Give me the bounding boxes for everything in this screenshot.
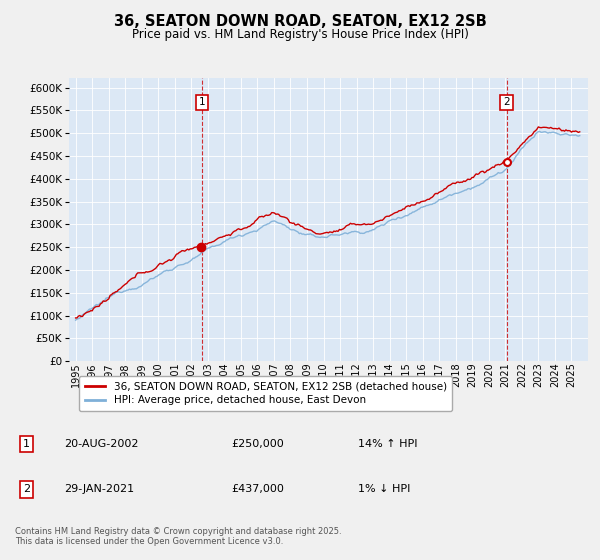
Text: 20-AUG-2002: 20-AUG-2002 [64,440,139,449]
Legend: 36, SEATON DOWN ROAD, SEATON, EX12 2SB (detached house), HPI: Average price, det: 36, SEATON DOWN ROAD, SEATON, EX12 2SB (… [79,376,452,410]
Text: £250,000: £250,000 [231,440,284,449]
Text: 2: 2 [503,97,510,108]
Text: 2: 2 [23,484,30,494]
Text: Contains HM Land Registry data © Crown copyright and database right 2025.
This d: Contains HM Land Registry data © Crown c… [15,526,341,546]
Text: £437,000: £437,000 [231,484,284,494]
Text: 1% ↓ HPI: 1% ↓ HPI [358,484,410,494]
Text: 29-JAN-2021: 29-JAN-2021 [64,484,134,494]
Text: Price paid vs. HM Land Registry's House Price Index (HPI): Price paid vs. HM Land Registry's House … [131,28,469,41]
Text: 36, SEATON DOWN ROAD, SEATON, EX12 2SB: 36, SEATON DOWN ROAD, SEATON, EX12 2SB [113,14,487,29]
Text: 14% ↑ HPI: 14% ↑ HPI [358,440,417,449]
Text: 1: 1 [199,97,205,108]
Text: 1: 1 [23,440,30,449]
